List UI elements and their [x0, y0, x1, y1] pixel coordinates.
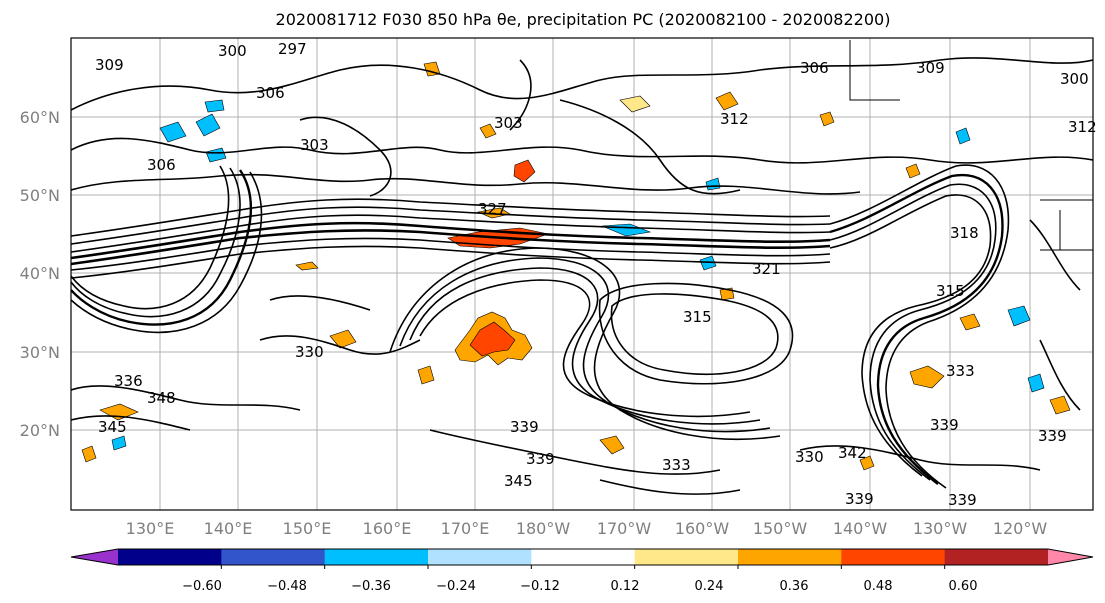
contour-label: 315	[936, 282, 965, 300]
contour-label: 303	[494, 114, 523, 132]
lon-label: 160°E	[363, 519, 412, 538]
lon-label: 170°E	[441, 519, 490, 538]
lon-label: 120°W	[993, 519, 1048, 538]
contour-label: 339	[845, 490, 874, 508]
colorbar-tick-labels: −0.60 −0.48 −0.36 −0.24 −0.12 0.12 0.24 …	[182, 579, 977, 594]
contour-label: 345	[504, 472, 533, 490]
contour-label: 348	[147, 389, 176, 407]
contour-label: 339	[510, 418, 539, 436]
colorbar-tick-label: −0.60	[182, 579, 222, 594]
colorbar-tick-label: 0.24	[695, 579, 724, 594]
colorbar-tick-label: −0.12	[520, 579, 560, 594]
contour-label: 306	[256, 84, 285, 102]
lon-label: 130°W	[913, 519, 968, 538]
colorbar-tick-label: 0.48	[864, 579, 893, 594]
contour-label: 303	[300, 136, 329, 154]
colorbar-extend-low	[71, 549, 118, 565]
contour-label: 333	[946, 362, 975, 380]
colorbar-segment	[324, 549, 429, 565]
contour-label: 339	[948, 491, 977, 509]
colorbar-tick-label: −0.36	[351, 579, 391, 594]
contour-label: 306	[147, 156, 176, 174]
contour-label: 312	[1068, 118, 1097, 136]
colorbar-segment	[841, 549, 946, 565]
lon-label: 150°E	[283, 519, 332, 538]
lon-label: 130°E	[126, 519, 175, 538]
contour-label: 339	[526, 450, 555, 468]
map-contents	[71, 38, 1093, 510]
coastlines	[849, 40, 1093, 251]
contour-label: 318	[950, 224, 979, 242]
contour-label: 333	[662, 456, 691, 474]
contour-label: 330	[295, 343, 324, 361]
lat-label: 30°N	[20, 343, 60, 362]
colorbar-segment	[634, 549, 739, 565]
colorbar	[70, 548, 1094, 569]
contour-label: 327	[478, 200, 507, 218]
lat-label: 50°N	[20, 186, 60, 205]
lon-label: 140°W	[833, 519, 888, 538]
contour-label: 336	[114, 372, 143, 390]
lat-label: 40°N	[20, 264, 60, 283]
contour-label: 297	[278, 40, 307, 58]
contour-label: 339	[1038, 427, 1067, 445]
contour-label: 342	[838, 444, 867, 462]
colorbar-segment	[531, 549, 636, 565]
colorbar-segment	[221, 549, 326, 565]
lat-label: 20°N	[20, 421, 60, 440]
map-frame-bg	[71, 38, 1093, 510]
colorbar-segment	[738, 549, 842, 565]
lon-label: 180°W	[516, 519, 571, 538]
colorbar-tick-label: 0.36	[780, 579, 809, 594]
colorbar-tick-label: −0.24	[436, 579, 476, 594]
theta-e-contours	[71, 57, 1093, 495]
lon-label: 140°E	[204, 519, 253, 538]
lon-label: 150°W	[753, 519, 808, 538]
contour-label: 312	[720, 110, 749, 128]
contour-value-labels: 300 297 306 309 306 309 300 303 312 306 …	[95, 40, 1097, 509]
contour-label: 300	[218, 42, 247, 60]
lon-labels: 130°E 140°E 150°E 160°E 170°E 180°W 170°…	[126, 519, 1048, 538]
colorbar-tick-label: 0.60	[949, 579, 978, 594]
contour-label: 339	[930, 416, 959, 434]
map-gridlines	[71, 38, 1093, 510]
lon-label: 170°W	[597, 519, 652, 538]
colorbar-segment	[118, 549, 222, 565]
chart-title: 2020081712 F030 850 hPa θe, precipitatio…	[275, 10, 891, 29]
contour-label: 300	[1060, 70, 1089, 88]
contour-label: 330	[795, 448, 824, 466]
colorbar-segment	[428, 549, 532, 565]
colorbar-extend-high	[1048, 549, 1093, 565]
colorbar-outline	[70, 548, 1094, 566]
lat-label: 60°N	[20, 108, 60, 127]
contour-label: 309	[916, 59, 945, 77]
contour-label: 321	[752, 260, 781, 278]
colorbar-tick-label: −0.48	[267, 579, 307, 594]
contour-label: 345	[98, 418, 127, 436]
colorbar-segment	[944, 549, 1049, 565]
colorbar-tick-label: 0.12	[611, 579, 640, 594]
contour-label: 315	[683, 308, 712, 326]
lat-labels: 60°N 50°N 40°N 30°N 20°N	[20, 108, 60, 440]
contour-label: 306	[800, 59, 829, 77]
contour-label: 309	[95, 56, 124, 74]
map-border	[70, 37, 1094, 511]
lon-label: 160°W	[675, 519, 730, 538]
